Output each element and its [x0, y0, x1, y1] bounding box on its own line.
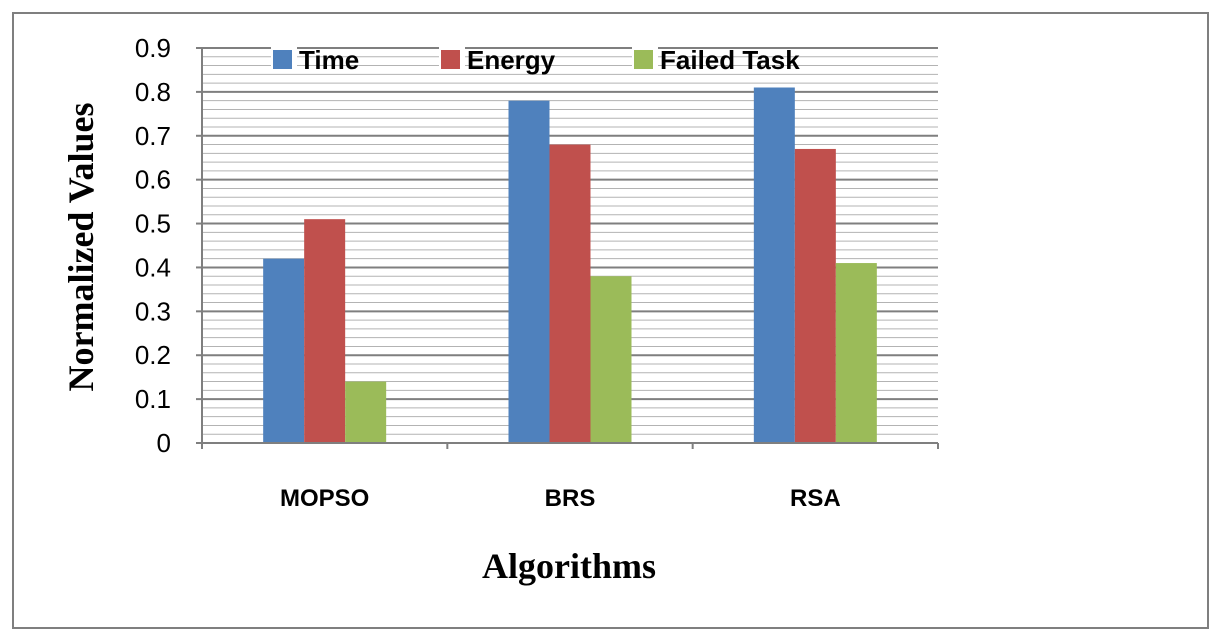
bars	[263, 87, 877, 444]
bar-energy-brs	[549, 144, 591, 444]
y-tick-label: 0.3	[135, 296, 171, 326]
y-axis-title: Normalized Values	[61, 102, 101, 391]
y-tick-label: 0.2	[135, 340, 171, 370]
legend-item-failed-task: Failed Task	[632, 45, 800, 75]
legend-item-energy: Energy	[439, 45, 556, 75]
y-tick-label: 0.9	[135, 33, 171, 63]
y-tick-label: 0.4	[135, 252, 171, 282]
y-tick-label: 0.8	[135, 77, 171, 107]
x-category-label: BRS	[545, 485, 596, 512]
bar-time-rsa	[753, 87, 795, 443]
y-tick-labels: 0 0.1 0.2 0.3 0.4 0.5 0.6 0.7 0.8 0.9	[135, 33, 171, 458]
x-category-labels: MOPSO BRS RSA	[280, 485, 841, 512]
y-tick-label: 0.1	[135, 384, 171, 414]
bar-failed-task-brs	[590, 276, 632, 443]
legend-swatch	[441, 50, 460, 69]
bar-energy-rsa	[794, 148, 836, 443]
bar-time-brs	[508, 100, 550, 444]
legend-item-time: Time	[271, 45, 359, 75]
y-tick-label: 0.7	[135, 121, 171, 151]
y-tick-label: 0.5	[135, 209, 171, 239]
bar-failed-task-rsa	[835, 263, 877, 443]
legend-swatch	[273, 50, 292, 69]
y-tick-label: 0	[157, 428, 171, 458]
bar-time-mopso	[263, 258, 305, 443]
legend-label: Time	[299, 45, 359, 75]
y-tick-label: 0.6	[135, 165, 171, 195]
legend-label: Energy	[467, 45, 556, 75]
legend-label: Failed Task	[660, 45, 800, 75]
legend-swatch	[634, 50, 653, 69]
x-axis-title: Algorithms	[482, 546, 656, 586]
bar-failed-task-mopso	[345, 381, 387, 443]
bar-energy-mopso	[304, 219, 346, 443]
axes	[196, 47, 939, 449]
legend: Time Energy Failed Task	[271, 45, 800, 75]
x-category-label: RSA	[790, 485, 841, 512]
x-category-label: MOPSO	[280, 485, 369, 512]
